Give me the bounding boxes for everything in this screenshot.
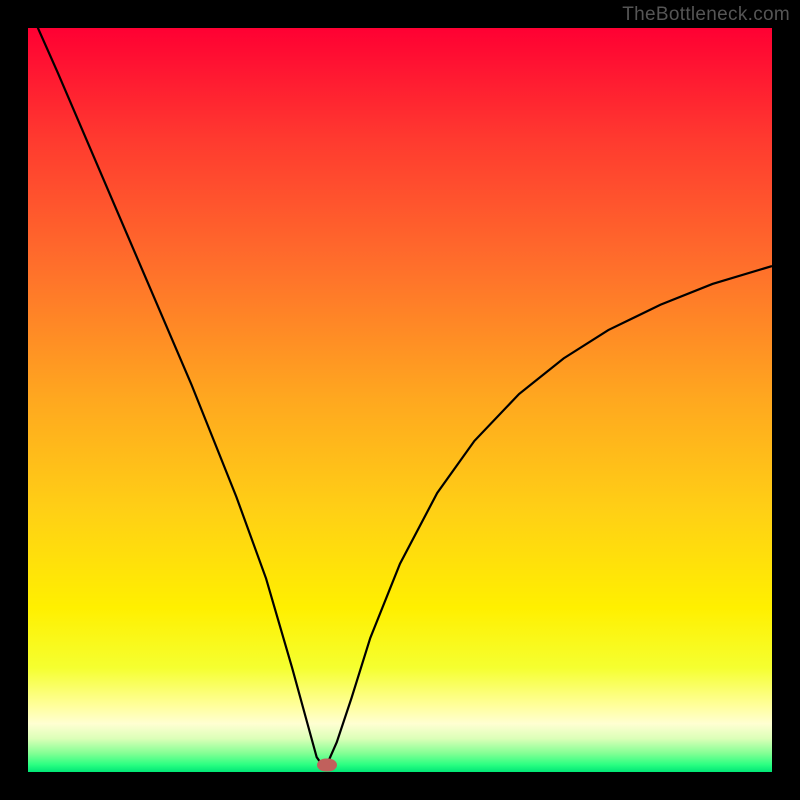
bottleneck-curve-svg — [28, 28, 772, 772]
watermark: TheBottleneck.com — [622, 4, 790, 26]
optimal-point-marker — [317, 758, 337, 771]
plot-area — [28, 28, 772, 772]
bottleneck-curve — [28, 28, 772, 765]
